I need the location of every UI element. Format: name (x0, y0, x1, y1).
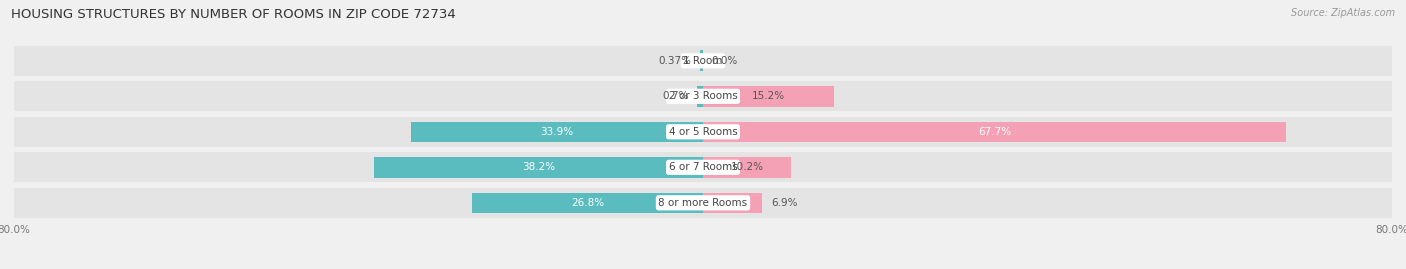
Text: 0.0%: 0.0% (711, 56, 738, 66)
Bar (14, 152, 1392, 182)
Text: 26.8%: 26.8% (571, 198, 605, 208)
Text: 1 Room: 1 Room (683, 56, 723, 66)
Text: 2 or 3 Rooms: 2 or 3 Rooms (669, 91, 737, 101)
Text: 67.7%: 67.7% (979, 127, 1011, 137)
Bar (703, 193, 762, 213)
Text: 10.2%: 10.2% (731, 162, 763, 172)
Bar (703, 86, 834, 107)
Text: 33.9%: 33.9% (540, 127, 574, 137)
Text: HOUSING STRUCTURES BY NUMBER OF ROOMS IN ZIP CODE 72734: HOUSING STRUCTURES BY NUMBER OF ROOMS IN… (11, 8, 456, 21)
Bar (700, 51, 703, 71)
Text: 0.7%: 0.7% (662, 91, 689, 101)
Bar (374, 157, 703, 178)
Bar (14, 81, 1392, 111)
Bar (472, 193, 703, 213)
Text: Source: ZipAtlas.com: Source: ZipAtlas.com (1291, 8, 1395, 18)
Text: 6.9%: 6.9% (770, 198, 797, 208)
Text: 0.37%: 0.37% (658, 56, 692, 66)
Bar (14, 46, 1392, 76)
Text: 4 or 5 Rooms: 4 or 5 Rooms (669, 127, 737, 137)
Bar (697, 86, 703, 107)
Text: 15.2%: 15.2% (752, 91, 785, 101)
Bar (14, 117, 1392, 147)
Text: 8 or more Rooms: 8 or more Rooms (658, 198, 748, 208)
Bar (703, 122, 1286, 142)
Text: 6 or 7 Rooms: 6 or 7 Rooms (669, 162, 737, 172)
Bar (411, 122, 703, 142)
Bar (703, 157, 790, 178)
Text: 38.2%: 38.2% (522, 162, 555, 172)
Bar (14, 188, 1392, 218)
